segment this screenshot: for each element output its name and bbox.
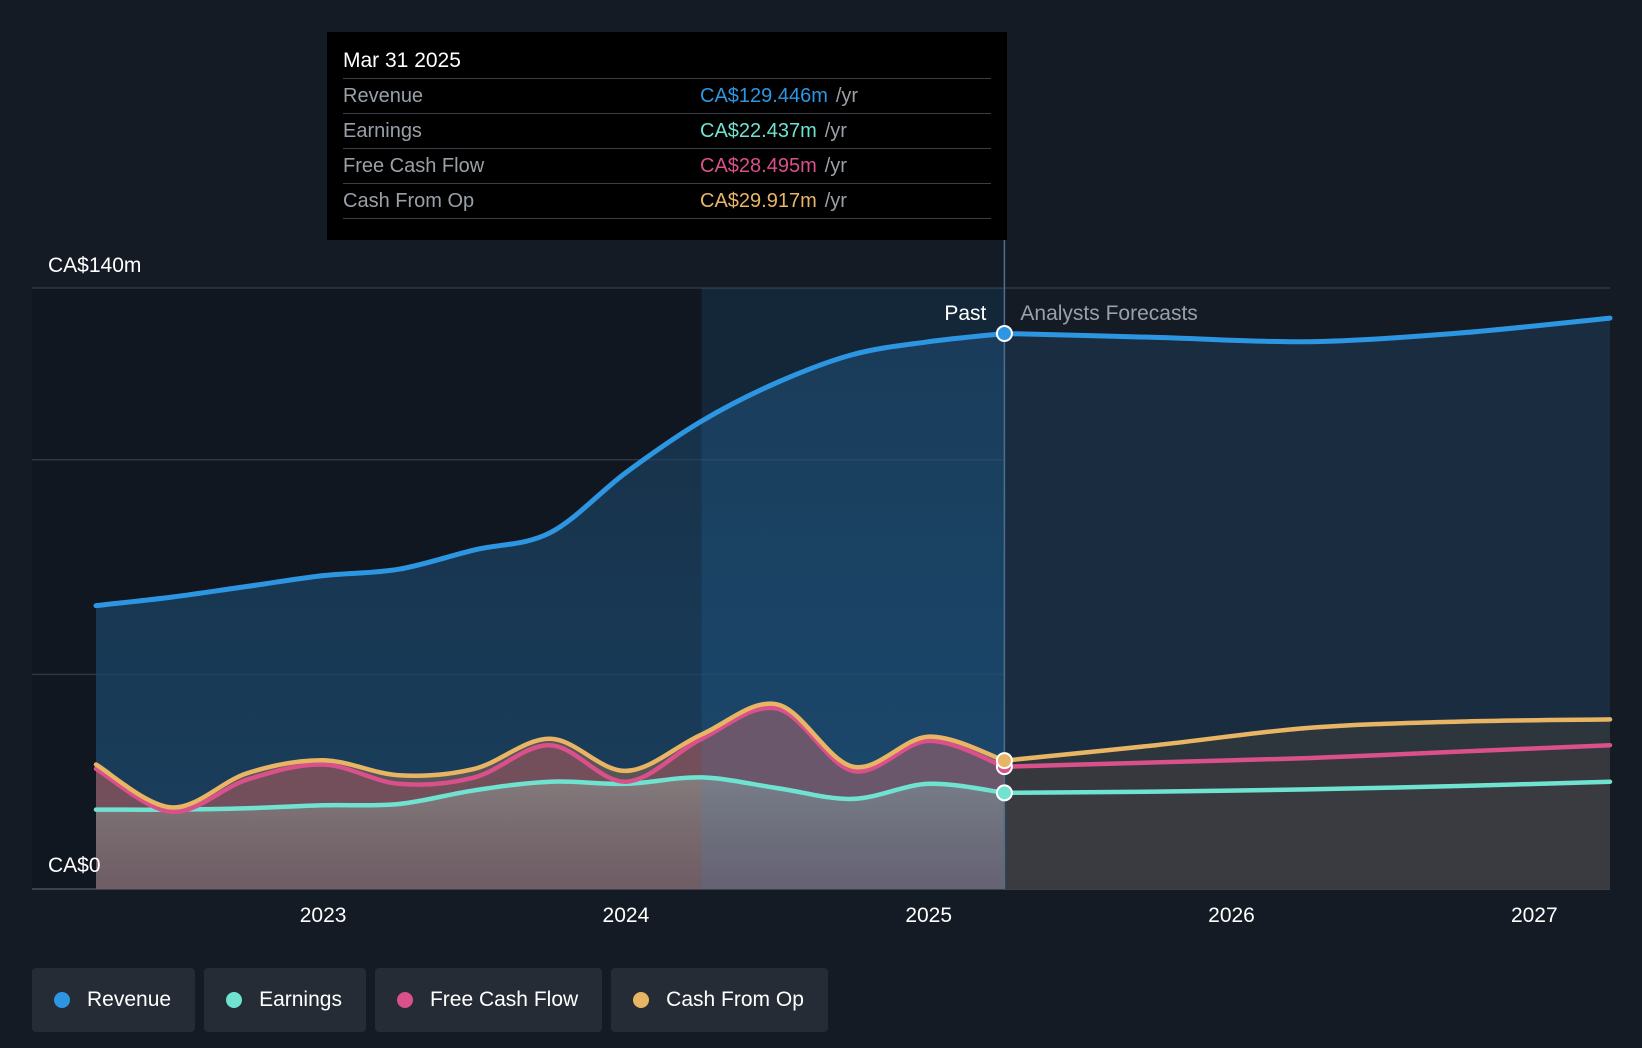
legend-item-revenue[interactable]: Revenue	[32, 968, 196, 1032]
legend-dot-icon	[54, 992, 70, 1008]
legend: Revenue Earnings Free Cash Flow Cash Fro…	[32, 968, 828, 1032]
series-line-free-cash-flow-forecast	[1002, 742, 1613, 769]
area-earnings-past	[96, 777, 1005, 889]
tooltip-value: CA$22.437m	[700, 120, 817, 142]
x-tick-label: 2027	[1511, 904, 1558, 927]
legend-label: Free Cash Flow	[429, 988, 579, 1011]
tooltip-label: Cash From Op	[343, 190, 475, 212]
legend-dot-icon	[226, 992, 243, 1008]
tooltip-label: Free Cash Flow	[343, 155, 485, 177]
tooltip-label: Earnings	[343, 120, 422, 142]
tooltip-row-cash-from-op: Cash From Op CA$29.917m /yr	[343, 184, 991, 219]
legend-label: Earnings	[259, 988, 342, 1011]
legend-label: Revenue	[87, 988, 172, 1011]
tooltip-unit: /yr	[824, 190, 847, 212]
series-line-revenue-past	[93, 331, 1007, 609]
series-line-earnings-past	[93, 775, 1007, 812]
series-line-earnings-forecast	[1002, 779, 1613, 796]
tooltip-row-revenue: Revenue CA$129.446m /yr	[343, 79, 991, 114]
series-line-free-cash-flow-past	[93, 705, 1007, 814]
legend-dot-icon	[633, 992, 650, 1008]
legend-item-cash-from-op[interactable]: Cash From Op	[611, 968, 828, 1032]
y-axis-bottom-label: CA$0	[48, 854, 101, 877]
x-tick-label: 2023	[300, 904, 347, 927]
tooltip-row-earnings: Earnings CA$22.437m /yr	[343, 114, 991, 149]
series-line-cash-from-op-forecast	[1002, 717, 1613, 763]
tooltip-label: Revenue	[343, 85, 424, 107]
tooltip: Mar 31 2025 Revenue CA$129.446m /yr Earn…	[327, 32, 1007, 240]
series-line-cash-from-op-past	[93, 701, 1007, 810]
legend-dot-icon	[396, 992, 413, 1008]
legend-item-free-cash-flow[interactable]: Free Cash Flow	[374, 968, 603, 1032]
marker-earnings[interactable]	[995, 784, 1013, 802]
tooltip-value: CA$129.446m	[700, 85, 828, 107]
x-tick-label: 2026	[1208, 904, 1255, 927]
x-tick-label: 2024	[603, 904, 650, 927]
forecast-label: Analysts Forecasts	[1020, 302, 1197, 325]
tooltip-unit: /yr	[824, 120, 847, 142]
area-earnings-forecast	[1004, 781, 1610, 889]
highlight-band	[701, 288, 1005, 889]
y-axis-top-label: CA$140m	[48, 254, 141, 277]
past-label: Past	[944, 302, 986, 325]
marker-cash-from-op[interactable]	[995, 752, 1013, 770]
marker-revenue[interactable]	[995, 325, 1013, 343]
tooltip-value: CA$28.495m	[700, 155, 817, 177]
x-tick-label: 2025	[905, 904, 952, 927]
tooltip-row-free-cash-flow: Free Cash Flow CA$28.495m /yr	[343, 149, 991, 184]
series-line-revenue-forecast	[1001, 315, 1613, 345]
tooltip-date: Mar 31 2025	[343, 44, 991, 79]
legend-label: Cash From Op	[666, 988, 804, 1011]
tooltip-value: CA$29.917m	[700, 190, 817, 212]
tooltip-unit: /yr	[824, 155, 847, 177]
tooltip-unit: /yr	[835, 85, 859, 107]
legend-item-earnings[interactable]: Earnings	[204, 968, 366, 1032]
